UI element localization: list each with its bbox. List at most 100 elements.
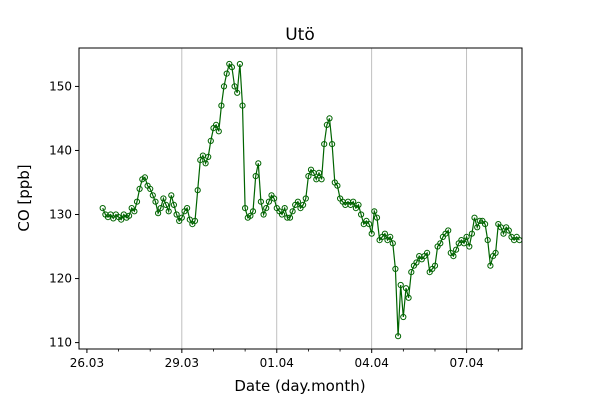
data-point — [165, 208, 172, 215]
data-point — [505, 227, 512, 234]
data-point — [271, 195, 278, 202]
data-point — [155, 210, 162, 217]
data-point — [294, 198, 301, 205]
x-tick-label: 29.03 — [165, 356, 199, 370]
data-point — [482, 221, 489, 228]
x-axis-ticks: 26.03 29.03 01.04 04.04 07.04 — [70, 349, 499, 370]
data-point — [474, 224, 481, 231]
data-point — [157, 205, 164, 212]
data-point — [453, 246, 460, 253]
data-point — [249, 208, 257, 215]
data-point — [284, 214, 291, 221]
data-point — [257, 198, 264, 205]
data-point — [162, 201, 170, 208]
data-point — [373, 214, 381, 221]
plot-frame — [78, 47, 523, 350]
data-point — [236, 60, 243, 68]
data-point — [355, 201, 362, 208]
data-point — [460, 240, 468, 247]
data-point — [305, 173, 312, 180]
data-point — [231, 83, 238, 90]
data-point — [286, 214, 294, 221]
data-point — [368, 230, 375, 237]
data-point — [220, 83, 228, 90]
data-point — [278, 211, 286, 218]
data-point — [487, 262, 494, 269]
data-point — [466, 243, 473, 250]
data-point — [408, 269, 415, 276]
data-point — [194, 187, 201, 194]
data-point — [395, 333, 402, 340]
data-point — [492, 249, 499, 256]
data-point — [371, 208, 378, 215]
x-tick-label: 01.04 — [260, 356, 294, 370]
data-point — [326, 115, 333, 122]
data-point — [260, 211, 267, 218]
data-point — [366, 221, 373, 228]
x-axis-label: Date (day.month) — [234, 377, 365, 395]
data-point — [323, 121, 330, 129]
data-point — [173, 211, 180, 218]
data-point — [147, 185, 154, 192]
data-point — [234, 89, 241, 96]
data-point — [397, 281, 404, 289]
x-tick-label: 04.04 — [355, 356, 389, 370]
data-point — [168, 192, 175, 199]
chart-title: Utö — [285, 25, 315, 45]
data-point — [197, 157, 204, 164]
data-point — [160, 195, 167, 202]
data-point — [136, 185, 143, 192]
data-point — [213, 121, 220, 129]
data-point — [318, 176, 325, 183]
data-point — [350, 198, 357, 205]
data-point — [141, 174, 148, 181]
series-polyline — [102, 62, 520, 337]
data-point — [205, 153, 212, 160]
data-point — [133, 198, 141, 205]
data-point — [431, 262, 439, 269]
y-tick-label: 120 — [49, 272, 72, 286]
data-point — [178, 214, 185, 221]
data-point — [450, 253, 457, 260]
y-axis-ticks: 110 120 130 140 150 — [49, 79, 79, 350]
data-point — [263, 205, 270, 212]
data-point — [202, 160, 209, 167]
data-point — [500, 230, 507, 237]
data-point — [242, 205, 249, 212]
data-point — [215, 128, 222, 135]
data-point — [191, 217, 199, 224]
y-tick-label: 140 — [49, 143, 72, 157]
data-point — [184, 205, 191, 212]
data-point — [281, 205, 288, 212]
data-point — [468, 230, 475, 237]
data-point — [424, 249, 431, 256]
data-point — [149, 192, 156, 199]
x-tick-label: 07.04 — [449, 356, 483, 370]
data-point — [170, 201, 177, 208]
data-point — [315, 169, 323, 176]
data-point — [302, 195, 309, 202]
data-point — [247, 212, 254, 219]
data-point — [300, 201, 307, 208]
series-line — [102, 62, 520, 337]
data-point — [265, 198, 272, 205]
y-tick-label: 150 — [49, 79, 72, 93]
data-point — [476, 217, 483, 224]
data-point — [239, 102, 246, 109]
data-point — [400, 313, 407, 321]
series-markers — [99, 60, 523, 340]
data-point — [289, 208, 296, 215]
data-point — [218, 102, 225, 109]
y-tick-label: 130 — [49, 208, 72, 222]
y-axis-label: CO [ppb] — [15, 164, 33, 231]
data-point — [387, 233, 394, 240]
data-point — [228, 64, 235, 71]
data-point — [334, 182, 341, 189]
data-point — [392, 265, 399, 272]
data-point — [321, 141, 328, 148]
data-point — [152, 198, 159, 205]
gridlines — [181, 48, 468, 349]
data-point — [99, 205, 106, 212]
data-point — [405, 294, 412, 301]
